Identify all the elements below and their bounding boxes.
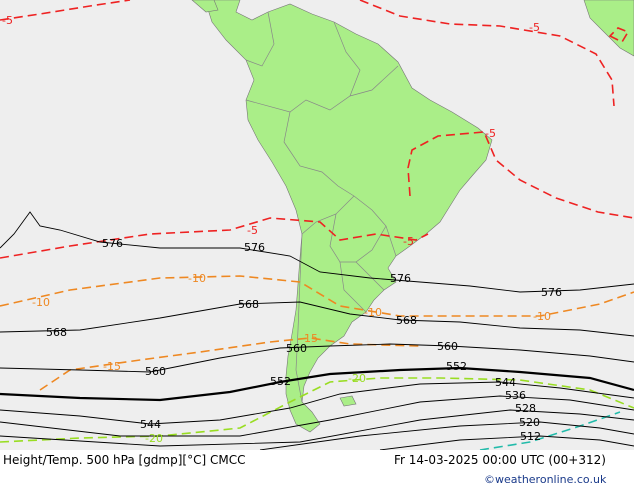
height-label: 560: [437, 340, 458, 353]
height-label: 568: [396, 314, 417, 327]
height-contour-552: [0, 366, 634, 402]
temp-contour-minus5-northeast: [359, 0, 615, 107]
temp-label: -20: [348, 372, 366, 385]
temp-label: -10: [188, 272, 206, 285]
height-label: 568: [238, 298, 259, 311]
height-contour-512: [379, 435, 634, 450]
temp-label: -5: [529, 21, 540, 34]
temp-contour-minus10: [0, 275, 634, 317]
temp-label: -10: [32, 296, 50, 309]
temp-label: -5: [403, 235, 414, 248]
height-label: 552: [270, 375, 291, 388]
temp-label: -5: [2, 14, 13, 27]
temp-label: -10: [533, 310, 551, 323]
height-label: 568: [46, 326, 67, 339]
temp-label: -10: [364, 306, 382, 319]
height-contours: [0, 211, 634, 450]
temp-contour-minus5-caribbean: [608, 27, 630, 44]
height-label: 528: [515, 402, 536, 415]
map-canvas: 576 576 576 576 568 568 568 560 560 560 …: [0, 0, 634, 450]
south-america-landmass: [204, 0, 493, 433]
height-label: 576: [244, 241, 265, 254]
temperature-labels: -5 -5 -5 -5 -5 -10 -10 -10 -10 -15 -15 -…: [2, 14, 551, 445]
falkland-islands: [339, 395, 357, 407]
temp-contour-minus20: [0, 377, 634, 443]
temp-contour-minus5-north: [0, 0, 131, 21]
height-label: 512: [520, 430, 541, 443]
height-contour-528: [0, 409, 634, 447]
temp-label: -5: [247, 224, 258, 237]
temp-label: -5: [485, 127, 496, 140]
temp-contour-minus25: [479, 411, 621, 450]
central-america-fragment: [191, 0, 219, 13]
credit-link[interactable]: ©weatheronline.co.uk: [484, 473, 607, 486]
forecast-date: Fr 14-03-2025 00:00 UTC (00+312): [394, 453, 606, 467]
temp-contour-minus5-south: [0, 217, 429, 259]
map-title: Height/Temp. 500 hPa [gdmp][°C] CMCC: [3, 453, 246, 467]
height-label: 576: [541, 286, 562, 299]
height-label: 520: [519, 416, 540, 429]
height-label: 576: [390, 272, 411, 285]
temp-contour-minus15: [39, 337, 421, 391]
height-label: 560: [286, 342, 307, 355]
height-contour-536: [0, 395, 634, 437]
height-label: 544: [140, 418, 161, 431]
temperature-contours: [0, 0, 634, 450]
height-contour-568: [0, 301, 634, 337]
height-contour-560: [0, 343, 634, 373]
caribbean-landmass: [583, 0, 634, 57]
height-contour-544: [0, 381, 634, 425]
temp-label: -15: [300, 332, 318, 345]
temp-label: -15: [103, 360, 121, 373]
temp-contour-minus5-brazil: [407, 131, 634, 219]
height-label: 544: [495, 376, 516, 389]
height-label: 552: [446, 360, 467, 373]
height-label: 536: [505, 389, 526, 402]
height-contour-576: [0, 211, 634, 293]
height-contour-520: [259, 421, 634, 450]
country-borders: [245, 11, 399, 403]
height-label: 576: [102, 237, 123, 250]
height-labels: 576 576 576 576 568 568 568 560 560 560 …: [46, 237, 562, 443]
temp-label: -20: [145, 432, 163, 445]
height-label: 560: [145, 365, 166, 378]
